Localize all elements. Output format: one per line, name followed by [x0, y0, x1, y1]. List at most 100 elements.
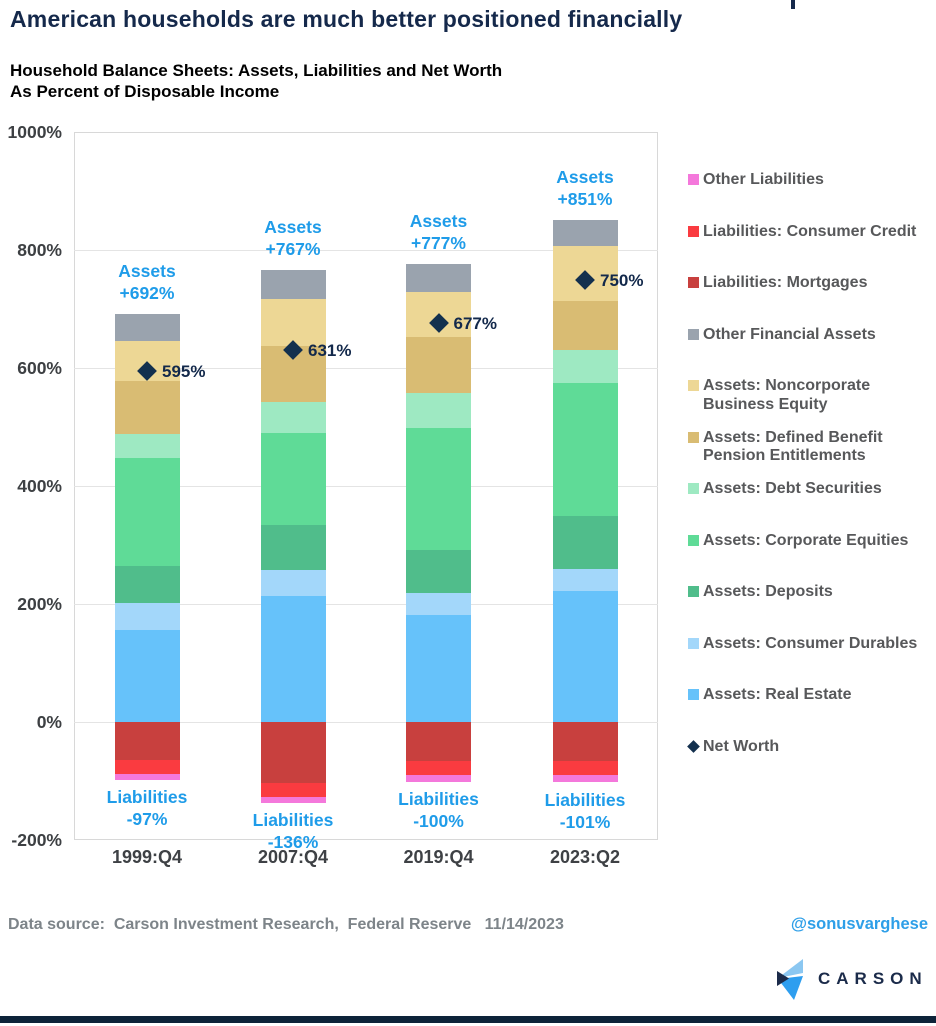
bar-segment [406, 427, 471, 551]
legend-label: Other Liabilities [703, 171, 824, 190]
assets-total-label: Assets +777% [369, 210, 509, 254]
data-source-text: Data source: Carson Investment Research,… [8, 916, 564, 933]
legend-label: Other Financial Assets [703, 326, 876, 345]
legend-label-line: Assets: Noncorporate [703, 377, 871, 394]
bar-segment [260, 269, 326, 299]
legend-label-line: Assets: Consumer Durables [703, 634, 918, 652]
assets-total-label: Assets +851% [515, 166, 655, 210]
assets-total-label: Assets +692% [77, 260, 217, 304]
legend-label-line: Other Liabilities [703, 171, 824, 188]
legend-label: Liabilities: Mortgages [703, 274, 867, 293]
bar-segment [552, 349, 618, 384]
legend-label: Liabilities: Consumer Credit [703, 223, 916, 242]
gridline-200 [74, 604, 658, 605]
legend-swatch-square [688, 225, 699, 237]
bar-segment [260, 722, 326, 784]
legend-label: Net Worth [703, 738, 779, 757]
legend-swatch-square [688, 328, 699, 340]
legend-label: Assets: Debt Securities [703, 480, 882, 499]
bar-segment [114, 565, 180, 603]
legend-label: Assets: Deposits [703, 583, 833, 602]
gridline-600 [74, 368, 658, 369]
assets-total-line: Assets [556, 166, 614, 187]
x-tick-label: 2019:Q4 [403, 847, 474, 867]
legend-swatch-square [688, 637, 699, 649]
bar-segment [114, 457, 180, 567]
legend-swatch-square [688, 483, 699, 494]
legend-swatch-square [688, 174, 699, 185]
artifact-mark [791, 0, 795, 9]
legend-swatch-square [688, 380, 699, 391]
liabilities-total-line: -136% [267, 832, 319, 853]
assets-total-line: +851% [557, 188, 613, 209]
assets-total-line: Assets [118, 260, 176, 281]
subtitle-line-2: As Percent of Disposable Income [10, 82, 280, 101]
legend-label-line: Assets: Real Estate [703, 686, 852, 703]
carson-chevron-icon [777, 958, 803, 1000]
assets-total-label: Assets +767% [223, 216, 363, 260]
legend-label-line: Assets: Corporate Equities [703, 531, 909, 549]
carson-logo-text: CARSON [818, 969, 928, 988]
net-worth-value-label: 631% [308, 340, 352, 360]
legend-item: Assets: Deposits [688, 583, 833, 602]
legend-swatch-diamond [687, 739, 700, 753]
bar-segment [260, 432, 326, 525]
legend-item: Assets: Defined Benefit Pension Entitleme… [688, 429, 883, 466]
legend-label-line: Assets: Defined Benefit [703, 428, 883, 446]
bar-segment [552, 300, 618, 350]
gridline-400 [74, 486, 658, 487]
net-worth-value-label: 595% [162, 361, 206, 381]
legend-item: Other Financial Assets [688, 326, 876, 345]
liabilities-total-line: -101% [559, 811, 611, 832]
gridline-0 [74, 722, 658, 723]
legend-label-line: Assets: Deposits [703, 583, 833, 600]
legend-label: Assets: Corporate Equities [703, 532, 908, 551]
legend-item: Assets: Real Estate [688, 686, 852, 705]
bar-segment [260, 796, 326, 803]
legend-swatch-square [688, 277, 699, 288]
legend-label: Assets: Real Estate [703, 686, 852, 705]
y-tick-label: 400% [17, 476, 62, 496]
legend-item: Assets: Corporate Equities [688, 532, 908, 551]
bar-segment [552, 382, 618, 517]
bar-segment [260, 524, 326, 571]
liabilities-total-label: Liabilities -100% [369, 788, 509, 832]
legend-label-line: Liabilities: Mortgages [703, 274, 868, 291]
carson-logo: CARSON [777, 957, 936, 1001]
bar-segment [552, 760, 618, 776]
legend-item: Net Worth [687, 738, 779, 757]
legend-item: Other Liabilities [688, 171, 824, 190]
y-tick-label: 800% [17, 240, 62, 260]
legend-label: Assets: Defined Benefit Pension Entitleme… [703, 429, 883, 466]
gridline-800 [74, 250, 658, 251]
bar-segment [114, 773, 180, 780]
bottom-accent-bar [0, 1016, 936, 1023]
bar-segment [406, 614, 471, 723]
assets-total-line: Assets [409, 210, 468, 231]
y-tick-label: 200% [17, 594, 62, 614]
legend-item: Liabilities: Mortgages [688, 274, 867, 293]
bar-segment [552, 590, 618, 723]
bar-segment [114, 722, 180, 761]
bar-segment [552, 219, 618, 247]
legend-item: Assets: Noncorporate Business Equity [688, 377, 870, 414]
y-tick-label: -200% [11, 830, 62, 850]
liabilities-total-label: Liabilities -97% [77, 786, 217, 830]
bar-segment [406, 263, 471, 293]
twitter-handle[interactable]: @sonusvarghese [790, 915, 928, 933]
assets-total-line: +767% [265, 238, 321, 259]
x-tick-label: 2007:Q4 [257, 847, 329, 867]
legend-label-line: Assets: Debt Securities [703, 480, 882, 497]
subtitle-line-1: Household Balance Sheets: Assets, Liabil… [10, 61, 503, 80]
bar-segment [552, 722, 618, 762]
legend-swatch-square [688, 689, 699, 700]
legend-label-line: Pension Entitlements [703, 447, 866, 464]
legend-label-line: Business Equity [703, 395, 828, 413]
y-tick-label: 1000% [7, 122, 63, 142]
bar-segment [552, 568, 618, 591]
bar-segment [260, 783, 326, 798]
net-worth-value-label: 750% [600, 270, 644, 290]
bar-segment [114, 629, 180, 723]
bar-segment [406, 392, 471, 429]
x-tick-label: 1999:Q4 [111, 847, 183, 867]
